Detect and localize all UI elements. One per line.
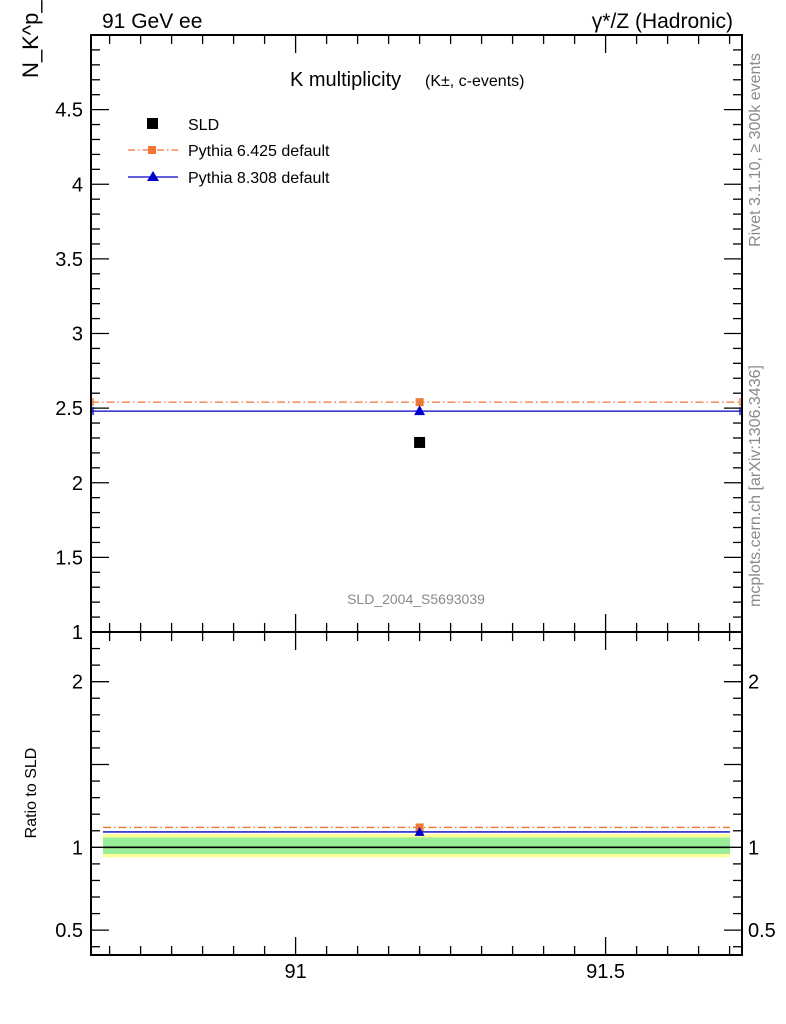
ratio-panel: 0.5 0.5 1 1 2 2 91 91.5 Ratio to SLD [23,631,776,983]
ratio-y-tick-label-right: 2 [748,672,759,694]
ratio-y-tick-label-right: 0.5 [748,920,776,942]
ratio-y-ticks: 0.5 0.5 1 1 2 2 [55,631,776,948]
main-y-tick-label: 4.5 [55,100,83,122]
main-y-tick-label: 1.5 [55,547,83,569]
header-left: 91 GeV ee [102,10,202,33]
main-y-tick-label: 1 [72,622,83,644]
header-right: γ*/Z (Hadronic) [592,10,733,33]
ratio-y-axis-label: Ratio to SLD [23,748,40,839]
legend: SLD Pythia 6.425 default Pythia 8.308 de… [128,117,330,187]
main-panel: 1 1.5 2 2.5 3 3.5 4 4.5 K multiplicity (K±, c-e… [18,0,743,644]
ratio-band-stat [103,837,730,854]
main-y-tick-label: 3.5 [55,249,83,271]
main-y-tick-label: 2.5 [55,398,83,420]
analysis-watermark: SLD_2004_S5693039 [347,591,485,607]
ratio-y-tick-label: 1 [72,837,83,859]
legend-marker-pythia8 [147,171,159,181]
legend-label-pythia8: Pythia 8.308 default [188,170,330,187]
chart-title: K multiplicity [290,69,401,91]
data-point-2 [414,405,426,416]
legend-marker-sld [147,118,158,129]
x-tick-label: 91 [284,961,306,983]
x-ticks: 91 91.5 [108,632,731,983]
legend-label-sld: SLD [188,117,219,134]
rivet-label: Rivet 3.1.10, ≥ 300k events [747,53,764,247]
ratio-y-tick-label: 2 [72,672,83,694]
main-y-tick-label: 2 [72,473,83,495]
legend-marker-pythia6 [148,146,156,154]
ratio-y-tick-label-right: 1 [748,837,759,859]
chart-title-suffix: (K±, c-events) [425,73,524,90]
ratio-point-1 [414,826,425,836]
ratio-frame [90,631,743,956]
mcplots-label: mcplots.cern.ch [arXiv:1306.3436] [747,365,764,607]
data-point-0 [414,436,426,448]
data-point-1 [415,398,424,407]
legend-label-pythia6: Pythia 6.425 default [188,143,330,160]
main-y-ticks: 1 1.5 2 2.5 3 3.5 4 4.5 [55,34,742,644]
x-tick-label: 91.5 [586,961,625,983]
ratio-y-tick-label: 0.5 [55,920,83,942]
main-y-tick-label: 3 [72,324,83,346]
main-y-tick-label: 4 [72,174,83,196]
main-y-axis-label: N_K^p_m [18,0,43,78]
